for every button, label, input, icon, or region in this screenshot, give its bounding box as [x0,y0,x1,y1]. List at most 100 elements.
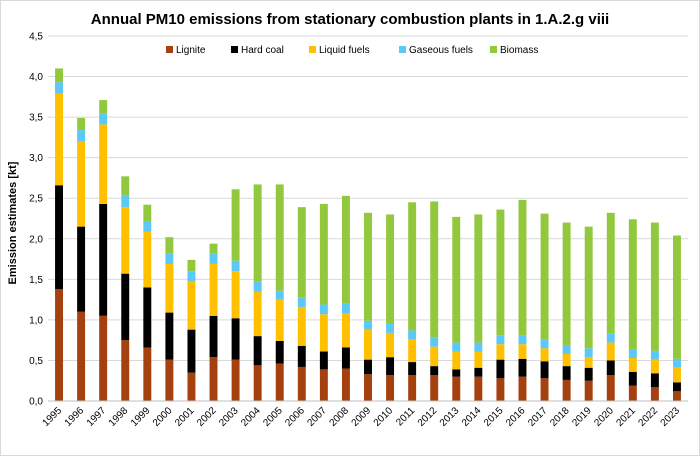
bar-lignite-2006 [297,366,306,401]
bar-liquid-fuels-2000 [165,263,174,313]
x-tick-label: 2009 [350,405,374,429]
y-tick-label: 3,5 [29,113,43,124]
bar-lignite-2008 [341,368,350,401]
bar-gaseous-fuels-2005 [275,290,284,300]
bar-hard-coal-2018 [562,366,571,380]
bar-gaseous-fuels-2004 [253,281,262,292]
x-tick-label: 2015 [482,405,506,429]
x-tick-label: 2003 [217,405,241,429]
bar-hard-coal-2013 [452,369,461,377]
x-tick-label: 2016 [504,405,528,429]
bar-liquid-fuels-1996 [77,141,86,227]
bar-lignite-2022 [650,387,659,401]
bar-liquid-fuels-2017 [540,348,549,362]
bar-biomass-2003 [231,189,240,261]
bar-hard-coal-2006 [297,345,306,367]
x-tick-label: 2012 [416,405,440,429]
bar-lignite-1997 [99,315,108,401]
y-tick-label: 2,0 [29,234,43,245]
bar-biomass-1995 [55,68,64,83]
bar-biomass-2010 [386,214,395,324]
bar-hard-coal-2007 [319,351,328,370]
bar-biomass-2008 [341,195,350,304]
bar-hard-coal-2003 [231,318,240,360]
y-tick-label: 1,0 [29,315,43,326]
bar-gaseous-fuels-2002 [209,253,218,264]
bar-lignite-2013 [452,376,461,401]
legend: Lignite Hard coal Liquid fuels Gaseous fuel… [166,45,538,56]
bar-hard-coal-2021 [628,371,637,386]
x-tick-label: 2000 [151,405,175,429]
bar-gaseous-fuels-2001 [187,271,196,282]
bar-gaseous-fuels-1997 [99,113,108,125]
bar-gaseous-fuels-1995 [55,82,64,94]
bar-hard-coal-1996 [77,226,86,312]
bar-liquid-fuels-1999 [143,231,152,288]
x-tick-label: 2021 [614,405,638,429]
bar-liquid-fuels-2009 [364,329,372,360]
bar-lignite-2014 [474,376,483,401]
y-tick-label: 4,5 [29,32,43,43]
bar-hard-coal-2016 [518,358,527,377]
bar-biomass-2005 [275,184,284,291]
x-tick-label: 1995 [41,405,65,429]
bar-liquid-fuels-2003 [231,271,240,319]
bar-gaseous-fuels-1998 [121,195,130,208]
bar-lignite-2018 [562,379,571,401]
legend-swatch [166,46,173,53]
bar-gaseous-fuels-2018 [562,345,571,354]
bar-liquid-fuels-2005 [275,299,284,341]
bar-hard-coal-2020 [606,360,615,376]
x-tick-label: 2018 [548,405,572,429]
bar-biomass-2017 [540,213,549,340]
bar-liquid-fuels-2001 [187,281,196,330]
bar-gaseous-fuels-2003 [231,260,240,272]
bar-gaseous-fuels-2015 [496,335,505,345]
legend-swatch [490,46,497,53]
bar-biomass-2006 [297,207,306,298]
bar-biomass-2002 [209,243,218,254]
legend-entry: Biomass [500,45,538,56]
legend-entry: Liquid fuels [319,45,370,56]
bar-liquid-fuels-2016 [518,344,527,359]
bar-liquid-fuels-2012 [430,346,439,367]
x-tick-label: 2023 [659,405,683,429]
bar-biomass-1996 [77,117,86,131]
bar-hard-coal-2002 [209,315,218,358]
legend-swatch [399,46,406,53]
bar-liquid-fuels-2004 [253,291,262,337]
x-tick-label: 2017 [526,405,550,429]
y-tick-label: 1,5 [29,275,43,286]
bar-hard-coal-2000 [165,312,174,360]
bar-hard-coal-2005 [275,340,284,364]
bar-liquid-fuels-2019 [584,357,593,368]
bar-lignite-1995 [55,289,64,401]
bar-lignite-2019 [584,380,593,401]
y-tick-label: 2,5 [29,194,43,205]
bar-gaseous-fuels-2010 [386,323,395,333]
x-tick-label: 2019 [570,405,594,429]
bar-liquid-fuels-2014 [474,351,483,368]
bar-biomass-2019 [584,226,593,349]
bar-lignite-1996 [77,311,86,401]
y-tick-labels: 0,0 0,5 1,0 1,5 2,0 2,5 3,0 3,5 4,0 4,5 [29,32,43,408]
bars [55,68,681,401]
bar-lignite-2021 [628,385,637,401]
y-axis-label: Emission estimates [kt] [7,161,19,284]
bar-gaseous-fuels-2016 [518,335,527,345]
x-tick-label: 2014 [460,405,484,429]
y-tick-label: 0,0 [29,397,43,408]
bar-hard-coal-2008 [341,347,350,369]
bar-biomass-2011 [408,202,417,331]
bar-hard-coal-2012 [430,366,439,376]
bar-biomass-2014 [474,214,483,343]
bar-biomass-2023 [672,235,681,359]
bar-liquid-fuels-2007 [319,314,328,352]
x-tick-label: 2007 [305,405,329,429]
bar-liquid-fuels-2010 [386,332,395,358]
bar-liquid-fuels-2015 [496,344,505,360]
bar-biomass-2012 [430,201,439,338]
bar-lignite-2001 [187,372,196,401]
